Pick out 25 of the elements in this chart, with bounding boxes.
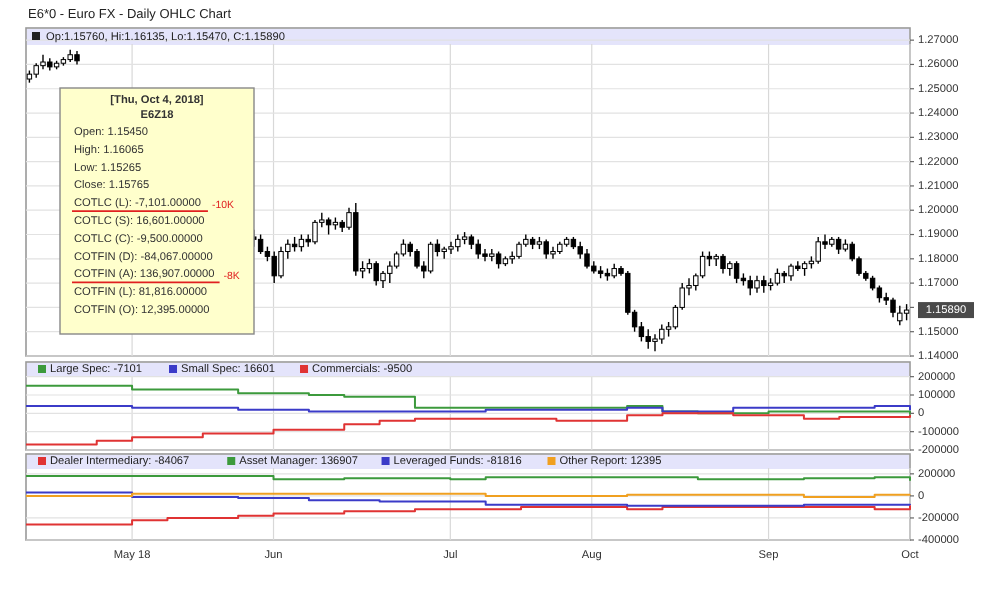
candlestick [40, 54, 46, 70]
candlestick [414, 248, 420, 270]
candlestick [727, 260, 733, 277]
candlestick [312, 219, 318, 245]
candlestick [761, 275, 767, 294]
candlestick [815, 236, 821, 265]
candlestick [387, 260, 393, 284]
candlestick [645, 328, 651, 350]
candlestick [584, 248, 590, 270]
candlestick [271, 250, 277, 284]
candlestick [475, 238, 481, 260]
candlestick [659, 323, 665, 345]
candlestick [720, 253, 726, 275]
candlestick [448, 241, 454, 255]
candlestick [373, 260, 379, 287]
candlestick [890, 296, 896, 318]
candlestick [489, 248, 495, 262]
candlestick [550, 245, 556, 260]
candlestick [897, 305, 903, 326]
candlestick [278, 245, 284, 279]
candlestick [427, 241, 434, 275]
candlestick [257, 233, 264, 255]
candlestick [747, 275, 753, 296]
candlestick [543, 238, 549, 260]
candlestick [733, 260, 740, 284]
